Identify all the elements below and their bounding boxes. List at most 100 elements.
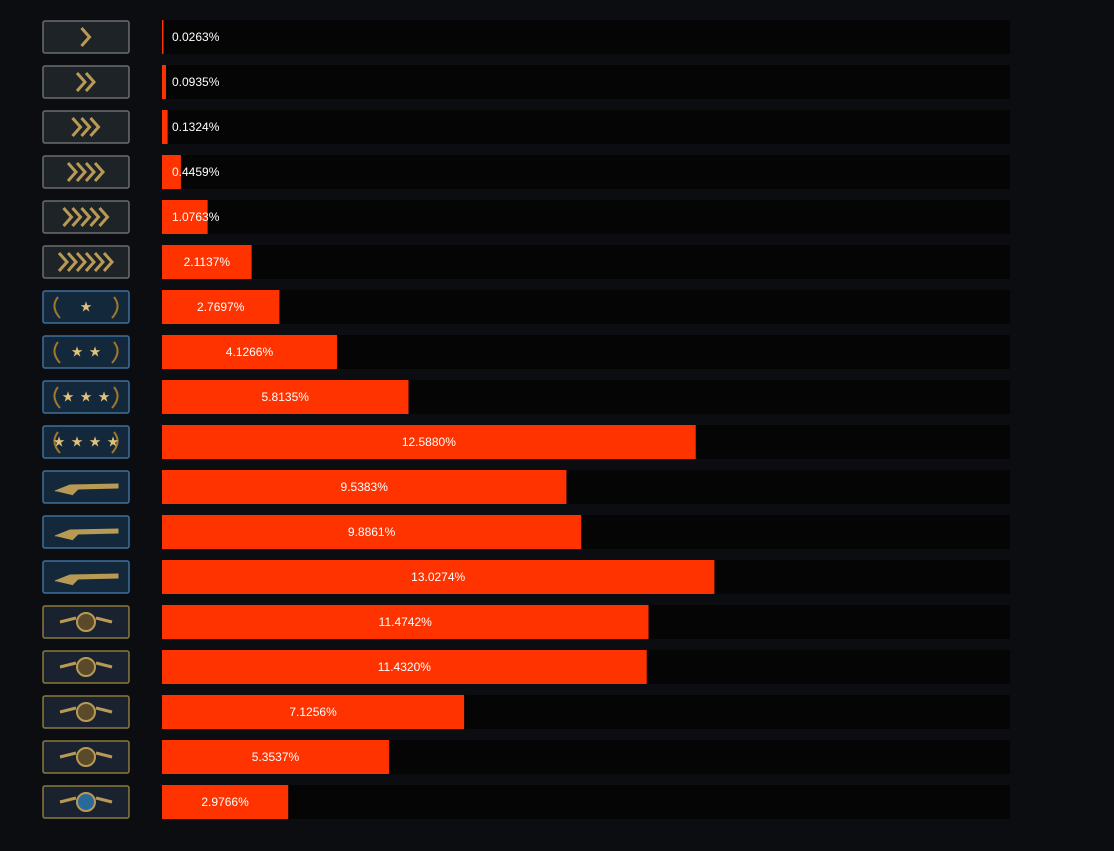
rank-badge: [42, 20, 130, 54]
value-label: 9.5383%: [341, 480, 389, 494]
emblem: [76, 747, 96, 767]
chevron: [75, 72, 88, 92]
badge-frame: [42, 290, 130, 324]
value-label: 0.1324%: [172, 120, 220, 134]
rank-badge: ★ ★ ★: [42, 380, 130, 414]
rank-badge: [42, 740, 130, 774]
badge-frame: [42, 380, 130, 414]
bar: [162, 65, 166, 99]
chevron: [84, 162, 97, 182]
value-label: 1.0763%: [172, 210, 220, 224]
bar: [162, 470, 567, 504]
chevron: [93, 162, 106, 182]
rank-badge: [42, 470, 130, 504]
badge-frame: [42, 425, 130, 459]
chevron: [57, 252, 70, 272]
chevron: [98, 207, 110, 227]
bar: [162, 425, 696, 459]
rifle: [54, 483, 119, 496]
chevron: [75, 252, 88, 272]
rank-badge: [42, 560, 130, 594]
value-label: 9.8861%: [348, 525, 396, 539]
wings: [59, 616, 113, 624]
value-label: 0.4459%: [172, 165, 220, 179]
chevron: [80, 207, 92, 227]
bar-track: [162, 200, 1010, 234]
chevron: [84, 252, 97, 272]
bar-track: [162, 785, 1010, 819]
bar: [162, 560, 715, 594]
bar: [162, 110, 168, 144]
value-label: 0.0263%: [172, 30, 220, 44]
bar-track: [162, 245, 1010, 279]
emblem: [76, 612, 96, 632]
laurel: [53, 386, 119, 409]
bar: [162, 155, 181, 189]
bar: [162, 290, 280, 324]
chevron: [66, 252, 79, 272]
bar-track: [162, 155, 1010, 189]
rank-badge: [42, 65, 130, 99]
rank-badge: [42, 605, 130, 639]
rank-badge: [42, 695, 130, 729]
star: ★: [89, 344, 102, 360]
value-label: 13.0274%: [411, 570, 465, 584]
star: ★: [71, 344, 84, 360]
bar: [162, 785, 289, 819]
value-label: 11.4320%: [378, 660, 431, 674]
chevron: [71, 207, 83, 227]
chevron: [80, 27, 92, 47]
bar-track: [162, 290, 1010, 324]
laurel: [53, 431, 119, 454]
badge-frame: [42, 20, 130, 54]
value-label: 5.8135%: [262, 390, 310, 404]
chevron: [71, 117, 83, 137]
rank-badge: [42, 155, 130, 189]
chevron: [93, 252, 106, 272]
wings: [59, 706, 113, 714]
laurel: [53, 296, 119, 319]
laurel: [53, 341, 119, 364]
star: ★: [98, 389, 111, 405]
badge-frame: [42, 200, 130, 234]
bar: [162, 695, 465, 729]
chevron: [84, 72, 97, 92]
value-label: 2.1137%: [184, 255, 231, 269]
emblem: [76, 657, 96, 677]
bar: [162, 245, 252, 279]
wings: [59, 751, 113, 759]
wings: [59, 796, 113, 804]
chevron: [62, 207, 74, 227]
chevron: [80, 117, 92, 137]
badge-frame: [42, 335, 130, 369]
rank-badge: [42, 110, 130, 144]
bar-track: [162, 65, 1010, 99]
chevron: [89, 117, 101, 137]
rank-badge: [42, 650, 130, 684]
chevron: [102, 252, 115, 272]
rifle: [54, 528, 119, 541]
bar: [162, 650, 647, 684]
rank-badge: [42, 785, 130, 819]
rank-badge: [42, 200, 130, 234]
star: ★: [80, 389, 93, 405]
chevron: [66, 162, 79, 182]
star: ★: [80, 299, 93, 315]
star: ★: [62, 389, 75, 405]
badge-frame: [42, 110, 130, 144]
bar: [162, 605, 649, 639]
bar: [162, 515, 582, 549]
star: ★: [107, 434, 120, 450]
emblem: [76, 702, 96, 722]
bar: [162, 380, 409, 414]
value-label: 7.1256%: [289, 705, 337, 719]
bar: [162, 335, 337, 369]
value-label: 11.4742%: [379, 615, 432, 629]
rank-badge: ★: [42, 290, 130, 324]
rank-badge: ★ ★ ★ ★: [42, 425, 130, 459]
wings: [59, 661, 113, 669]
star: ★: [53, 434, 66, 450]
chevron: [75, 162, 88, 182]
value-label: 2.7697%: [197, 300, 245, 314]
